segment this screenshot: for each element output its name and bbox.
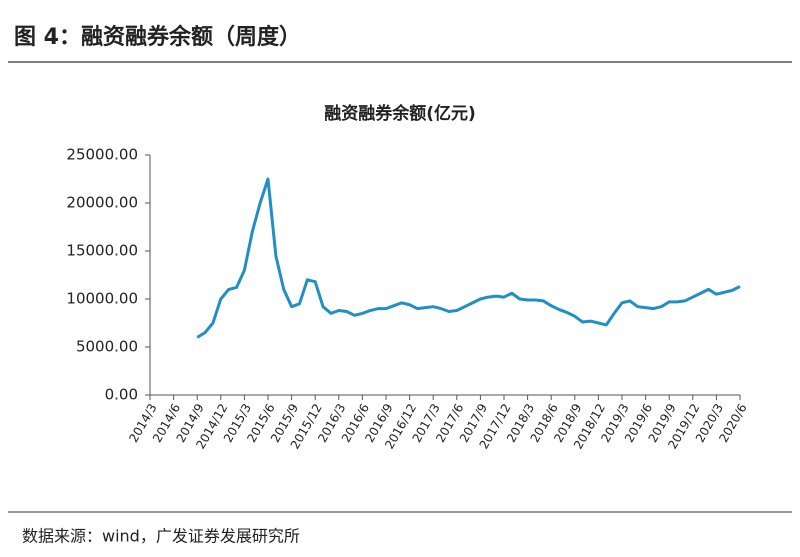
page-title: 图 4：融资融券余额（周度） bbox=[14, 24, 301, 50]
chart-title: 融资融券余额(亿元) bbox=[324, 103, 476, 124]
y-tick-label: 5000.00 bbox=[76, 338, 138, 356]
source-note: 数据来源：wind，广发证券发展研究所 bbox=[22, 527, 300, 546]
y-tick-label: 0.00 bbox=[105, 386, 138, 404]
y-tick-label: 20000.00 bbox=[66, 194, 138, 212]
y-tick-label: 10000.00 bbox=[66, 290, 138, 308]
data-line bbox=[196, 177, 741, 339]
y-tick-label: 15000.00 bbox=[66, 242, 138, 260]
y-tick-label: 25000.00 bbox=[66, 146, 138, 164]
